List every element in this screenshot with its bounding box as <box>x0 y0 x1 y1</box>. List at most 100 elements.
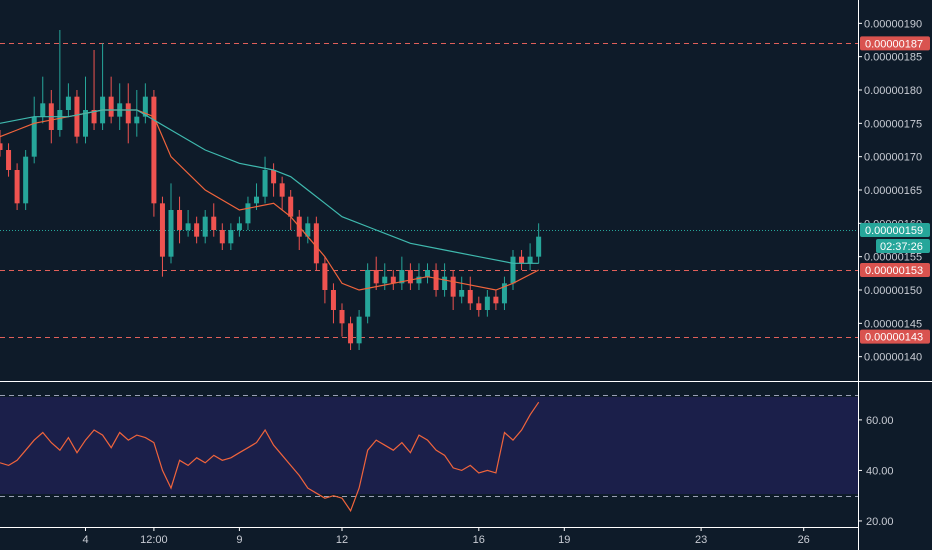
candle-body <box>416 276 422 284</box>
price-tick-label: 0.00000185 <box>864 52 922 64</box>
candle-body <box>194 223 200 237</box>
candle-body <box>519 256 525 264</box>
time-tick-label: 16 <box>473 534 485 546</box>
countdown-tag: 02:37:26 <box>880 241 923 253</box>
time-tick-label: 9 <box>236 534 242 546</box>
candle-body <box>493 296 499 304</box>
candle-body <box>407 270 413 284</box>
candle-body <box>356 316 362 344</box>
candle-body <box>510 256 516 284</box>
candle-body <box>305 223 311 237</box>
candle-body <box>83 110 88 137</box>
rsi-axis[interactable]: 20.00 40.00 60.00 <box>858 415 894 528</box>
candle-body <box>108 96 114 117</box>
rsi-tick-label: 20.00 <box>866 516 894 528</box>
candle-body <box>279 183 285 197</box>
candle-body <box>0 143 3 150</box>
candle-body <box>262 170 268 197</box>
price-tags: 0.00000187 0.00000153 0.00000143 0.00000159… <box>860 36 930 344</box>
level-price-tag: 0.00000143 <box>865 332 923 344</box>
ema-slow-line <box>0 109 539 264</box>
candle-body <box>91 110 97 124</box>
rsi-series-line <box>0 401 540 513</box>
time-tick-label: 23 <box>695 534 707 546</box>
candle-body <box>245 203 251 224</box>
candle-body <box>177 210 183 230</box>
candle-body <box>527 256 533 264</box>
rsi-tick-label: 40.00 <box>866 465 894 477</box>
candle-body <box>23 156 29 204</box>
price-tick-label: 0.00000140 <box>864 352 922 364</box>
candle-body <box>373 270 379 284</box>
candle-body <box>211 216 217 230</box>
time-tick-label: 12 <box>336 534 348 546</box>
candle-body <box>501 283 507 304</box>
time-tick-label: 19 <box>558 534 570 546</box>
level-price-tag-bg <box>860 36 930 51</box>
ema-lines <box>0 109 539 291</box>
candle-body <box>40 103 46 117</box>
candle-body <box>459 290 465 297</box>
price-tick-label: 0.00000180 <box>864 85 922 97</box>
candle-body <box>31 116 37 157</box>
candle-body <box>202 216 208 237</box>
candle-body <box>433 270 439 290</box>
candle-body <box>74 96 80 137</box>
last-price-tag-bg <box>860 223 930 237</box>
candle-body <box>399 270 405 284</box>
candle-body <box>425 270 430 277</box>
candle-body <box>536 236 542 257</box>
candle-body <box>322 263 328 290</box>
candle-body <box>14 170 20 204</box>
candle-body <box>382 276 388 284</box>
price-tick-label: 0.00000145 <box>864 318 922 330</box>
candle-body <box>151 96 157 204</box>
price-tick-label: 0.00000175 <box>864 118 922 130</box>
rsi-band-lines <box>0 395 858 497</box>
time-tick-label: 26 <box>798 534 810 546</box>
level-price-tag-bg <box>860 329 930 344</box>
time-tick-label: 12:00 <box>140 534 168 546</box>
level-lines <box>0 43 858 338</box>
candle-body <box>219 230 225 244</box>
price-tick-label: 0.00000150 <box>864 285 922 297</box>
candle-body <box>228 230 234 244</box>
price-tick-label: 0.00000165 <box>864 185 922 197</box>
candle-body <box>330 290 336 310</box>
rsi-band <box>0 397 858 494</box>
time-tick-label: 4 <box>82 534 88 546</box>
level-price-tag-bg <box>860 263 930 277</box>
candle-body <box>467 290 473 304</box>
candle-body <box>159 203 165 257</box>
candle-body <box>142 96 148 117</box>
candle-body <box>168 210 174 257</box>
candle-body <box>236 223 242 230</box>
price-tick-label: 0.00000190 <box>864 18 922 30</box>
candle-body <box>288 196 294 217</box>
time-axis[interactable]: 4 12:00 9 12 16 19 23 26 <box>82 527 810 546</box>
rsi-tick-label: 60.00 <box>866 415 894 427</box>
candle-body <box>254 196 259 204</box>
candle-body <box>134 116 140 124</box>
candle-body <box>476 303 482 310</box>
candle-body <box>65 96 71 110</box>
candle-body <box>57 110 63 130</box>
candle-body <box>339 310 345 324</box>
candle-body <box>450 276 456 297</box>
rsi-line <box>0 401 540 513</box>
countdown-tag-bg <box>876 239 930 253</box>
price-tick-label: 0.00000155 <box>864 252 922 264</box>
candle-body <box>484 296 490 310</box>
candle-body <box>6 150 12 170</box>
candle-body <box>185 223 191 230</box>
candle-body <box>442 276 448 290</box>
candle-body <box>390 276 396 284</box>
candle-body <box>313 223 319 264</box>
candle-body <box>365 270 371 317</box>
candle-body <box>125 103 131 124</box>
last-price-tag: 0.00000159 <box>865 225 923 237</box>
candle-body <box>348 323 354 344</box>
candle-body <box>271 170 277 184</box>
level-price-tag: 0.00000153 <box>865 265 923 277</box>
